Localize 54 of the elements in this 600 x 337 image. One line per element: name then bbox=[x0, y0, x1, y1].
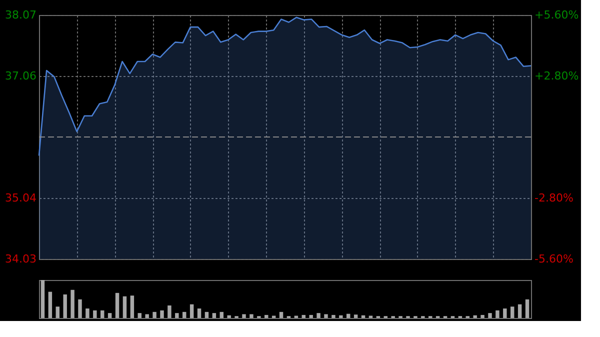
y-tick-label: 37.06 bbox=[5, 70, 36, 82]
bar bbox=[204, 312, 209, 318]
bar bbox=[510, 306, 514, 318]
bar bbox=[473, 315, 477, 318]
bar bbox=[48, 292, 52, 318]
bar bbox=[518, 304, 522, 318]
bar bbox=[339, 315, 343, 318]
bar bbox=[78, 299, 82, 318]
bar bbox=[332, 314, 336, 318]
bar bbox=[70, 290, 74, 318]
bar bbox=[100, 310, 104, 318]
y2-tick-label: -5.60% bbox=[534, 252, 574, 266]
bar bbox=[264, 314, 268, 318]
bar bbox=[324, 314, 328, 318]
bar bbox=[152, 312, 156, 318]
y-tick-label: 35.04 bbox=[5, 192, 36, 204]
bar bbox=[182, 312, 186, 318]
y-tick-label: 38.07 bbox=[5, 8, 36, 22]
bar bbox=[496, 310, 500, 318]
bar bbox=[309, 314, 313, 318]
bar bbox=[145, 314, 149, 318]
y2-tick-label: +5.60% bbox=[534, 8, 579, 22]
bar bbox=[302, 314, 306, 318]
bar bbox=[212, 313, 216, 318]
bar bbox=[480, 314, 484, 318]
y-tick-label: 34.03 bbox=[5, 252, 36, 266]
bar bbox=[168, 305, 172, 318]
bar bbox=[160, 310, 164, 318]
bar bbox=[220, 312, 224, 318]
bar bbox=[250, 314, 254, 318]
y2-tick-label: +2.80% bbox=[534, 70, 579, 82]
bar bbox=[525, 299, 530, 318]
bar bbox=[227, 315, 231, 318]
bar bbox=[130, 296, 134, 318]
bar bbox=[190, 304, 194, 318]
bar bbox=[93, 310, 97, 318]
bar bbox=[138, 313, 142, 318]
bar bbox=[242, 314, 246, 318]
bar bbox=[63, 294, 67, 318]
bar bbox=[115, 292, 120, 318]
bar bbox=[316, 313, 320, 318]
bar bbox=[346, 314, 350, 318]
bar bbox=[197, 308, 202, 318]
bar bbox=[40, 280, 45, 318]
bar bbox=[279, 312, 284, 318]
y2-tick-label: -2.80% bbox=[534, 192, 574, 204]
bar bbox=[122, 296, 127, 318]
bar bbox=[108, 313, 112, 318]
bar bbox=[503, 308, 507, 318]
bar bbox=[354, 314, 358, 318]
bar bbox=[56, 306, 60, 318]
bar bbox=[488, 313, 492, 318]
bar bbox=[175, 313, 179, 318]
bar bbox=[86, 308, 90, 318]
